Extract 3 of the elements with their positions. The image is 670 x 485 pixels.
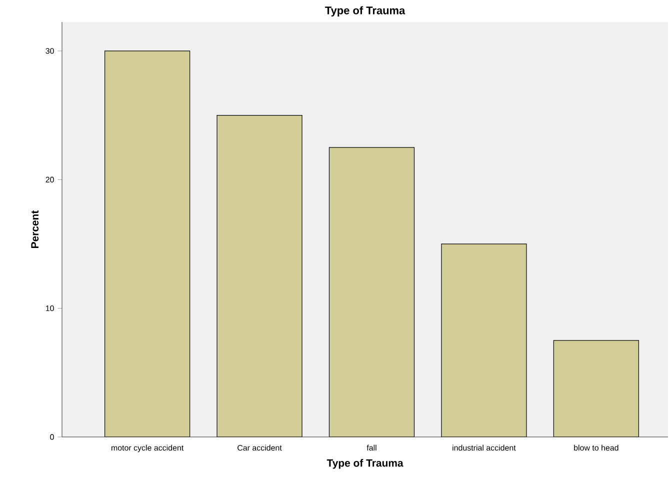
x-axis-title: Type of Trauma	[326, 459, 404, 469]
y-axis-title: Percent	[31, 210, 39, 248]
chart-title: Type of Trauma	[325, 6, 406, 16]
